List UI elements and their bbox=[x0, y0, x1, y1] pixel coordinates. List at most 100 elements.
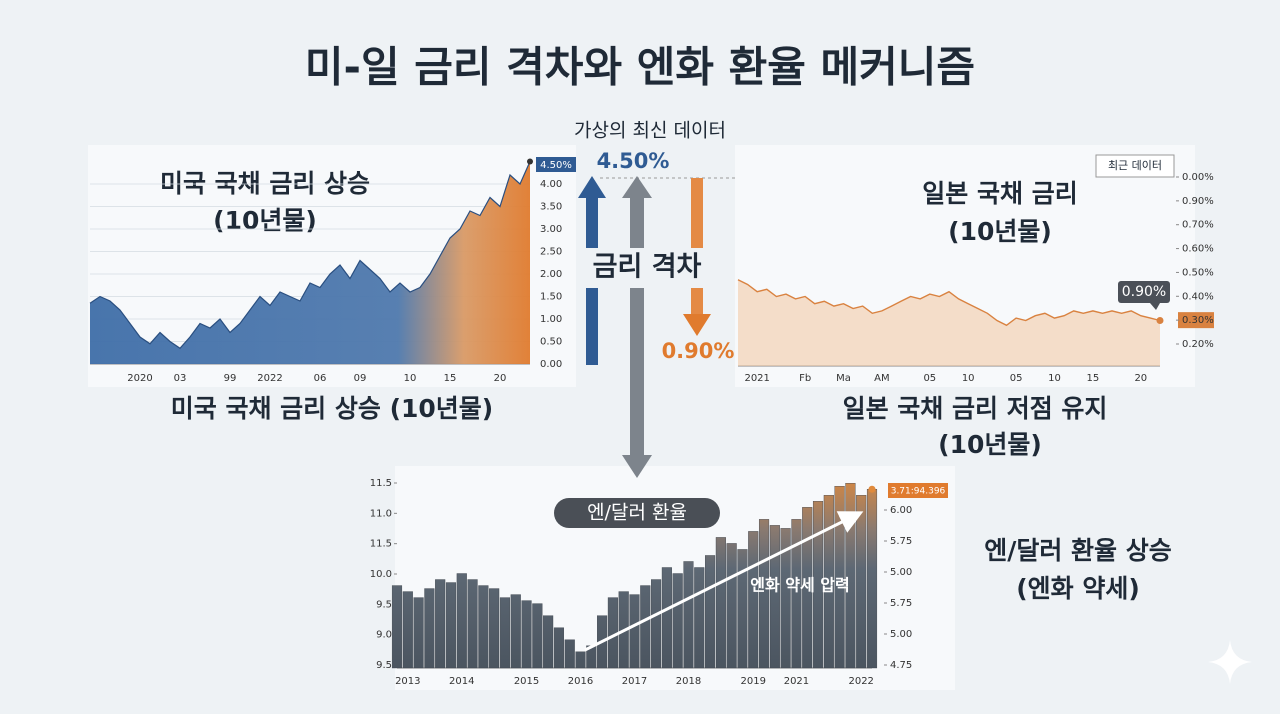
y-tick-label: 0.70% bbox=[1182, 220, 1214, 231]
badge-bg bbox=[536, 157, 576, 172]
bar bbox=[521, 600, 532, 669]
end-point bbox=[527, 158, 533, 165]
bar bbox=[845, 483, 856, 669]
chart-title: 일본 국채 금리 bbox=[922, 179, 1077, 208]
y-tick-label: 1.50 bbox=[540, 292, 562, 303]
y-tick-label: 0.50% bbox=[1182, 267, 1214, 278]
tick-badge bbox=[1178, 312, 1214, 329]
us-arrow-head bbox=[578, 176, 606, 198]
bar bbox=[640, 585, 651, 669]
x-tick-label: 2018 bbox=[676, 676, 701, 687]
x-tick-label: 2021 bbox=[784, 676, 809, 687]
x-tick-label: 2016 bbox=[568, 676, 593, 687]
y-tick-label: 5.75 bbox=[890, 598, 912, 609]
bar bbox=[780, 528, 791, 669]
plots: 0.000.501.001.502.002.503.003.504.002020… bbox=[89, 158, 1214, 687]
badge-bg bbox=[1118, 281, 1170, 303]
gap-label-bg bbox=[585, 248, 713, 288]
x-tick-label: 10 bbox=[1048, 373, 1061, 384]
bar bbox=[715, 537, 726, 669]
chart-subtitle: (10년물) bbox=[213, 206, 317, 235]
bar bbox=[629, 594, 640, 669]
x-tick-label: Fb bbox=[799, 373, 811, 384]
x-tick-label: 99 bbox=[224, 373, 237, 384]
area bbox=[90, 161, 530, 364]
bar bbox=[391, 585, 403, 669]
y-tick-label: 5.00 bbox=[890, 629, 912, 640]
bar bbox=[543, 615, 554, 669]
badge-pointer bbox=[1150, 303, 1160, 310]
bar bbox=[672, 573, 683, 669]
gap-label: 금리 격차 bbox=[593, 252, 702, 283]
x-tick-label: 2014 bbox=[449, 676, 474, 687]
x-tick-label: 09 bbox=[354, 373, 367, 384]
bar bbox=[802, 507, 813, 669]
caption: (10년물) bbox=[938, 430, 1042, 459]
bar bbox=[661, 567, 672, 669]
end-point bbox=[1156, 316, 1164, 324]
jp-arrow bbox=[691, 178, 703, 316]
y-tick-label: 4.00 bbox=[540, 179, 562, 190]
y-tick-label: 4.75 bbox=[890, 660, 912, 671]
area bbox=[738, 279, 1160, 366]
y-tick-label: 6.00 bbox=[890, 505, 912, 516]
y-tick-label: 3.50 bbox=[540, 202, 562, 213]
y-tick-label: 0.00 bbox=[540, 359, 562, 370]
bar bbox=[683, 561, 694, 669]
x-tick-label: 2022 bbox=[848, 676, 873, 687]
x-tick-label: 20 bbox=[1134, 373, 1147, 384]
x-tick-label: 2015 bbox=[514, 676, 539, 687]
bar bbox=[791, 519, 802, 669]
y-tick-label: 11.5 bbox=[370, 539, 392, 550]
bar bbox=[402, 591, 413, 669]
x-tick-label: 15 bbox=[444, 373, 457, 384]
note-box bbox=[1095, 154, 1175, 178]
main-title: 미-일 금리 격차와 엔화 환율 메커니즘 bbox=[305, 43, 975, 92]
y-tick-label: 0.90% bbox=[1182, 196, 1214, 207]
caption: (엔화 약세) bbox=[1016, 574, 1140, 603]
bar bbox=[856, 495, 867, 669]
bar bbox=[424, 588, 435, 669]
chart-title: 미국 국채 금리 상승 bbox=[160, 169, 370, 198]
bar bbox=[456, 573, 467, 669]
y-tick-label: 9.5 bbox=[376, 660, 392, 671]
us-value: 4.50% bbox=[597, 149, 670, 173]
badge: 0.90% bbox=[1122, 284, 1166, 300]
gap-arrow-head bbox=[622, 176, 652, 198]
bar bbox=[467, 579, 478, 669]
badge: 3.71:94.396 bbox=[891, 487, 946, 497]
trend-arrow bbox=[584, 511, 864, 652]
bar bbox=[532, 603, 543, 669]
bar bbox=[758, 519, 770, 669]
x-tick-label: AM bbox=[874, 373, 889, 384]
y-tick-label: 5.75 bbox=[890, 536, 912, 547]
bar bbox=[553, 627, 564, 669]
badge: 4.50% bbox=[540, 160, 572, 171]
caption: 일본 국채 금리 저점 유지 bbox=[843, 394, 1108, 423]
x-tick-label: 03 bbox=[174, 373, 187, 384]
bar bbox=[866, 489, 878, 669]
bar bbox=[478, 585, 489, 669]
y-tick-label: 10.0 bbox=[370, 569, 392, 580]
x-tick-label: 10 bbox=[404, 373, 417, 384]
y-tick-label: 0.60% bbox=[1182, 244, 1214, 255]
line bbox=[737, 279, 1161, 327]
end-point bbox=[868, 485, 876, 493]
bar bbox=[726, 543, 737, 669]
x-tick-label: 2022 bbox=[257, 373, 282, 384]
x-tick-label: 20 bbox=[494, 373, 507, 384]
pill bbox=[554, 498, 720, 528]
bar bbox=[413, 597, 424, 669]
note: 최근 데이터 bbox=[1108, 159, 1162, 172]
bar bbox=[510, 594, 521, 669]
badge-bg bbox=[888, 483, 948, 498]
x-tick-label: 15 bbox=[1086, 373, 1099, 384]
bar bbox=[769, 525, 780, 669]
y-tick-label: 3.00 bbox=[540, 224, 562, 235]
overlay: 엔/달러 환율 엔화 약세 압력 3.71:94.396 bbox=[554, 483, 948, 652]
bar bbox=[748, 531, 759, 669]
bar bbox=[834, 486, 845, 669]
y-tick-label: 0.00% bbox=[1182, 172, 1214, 183]
